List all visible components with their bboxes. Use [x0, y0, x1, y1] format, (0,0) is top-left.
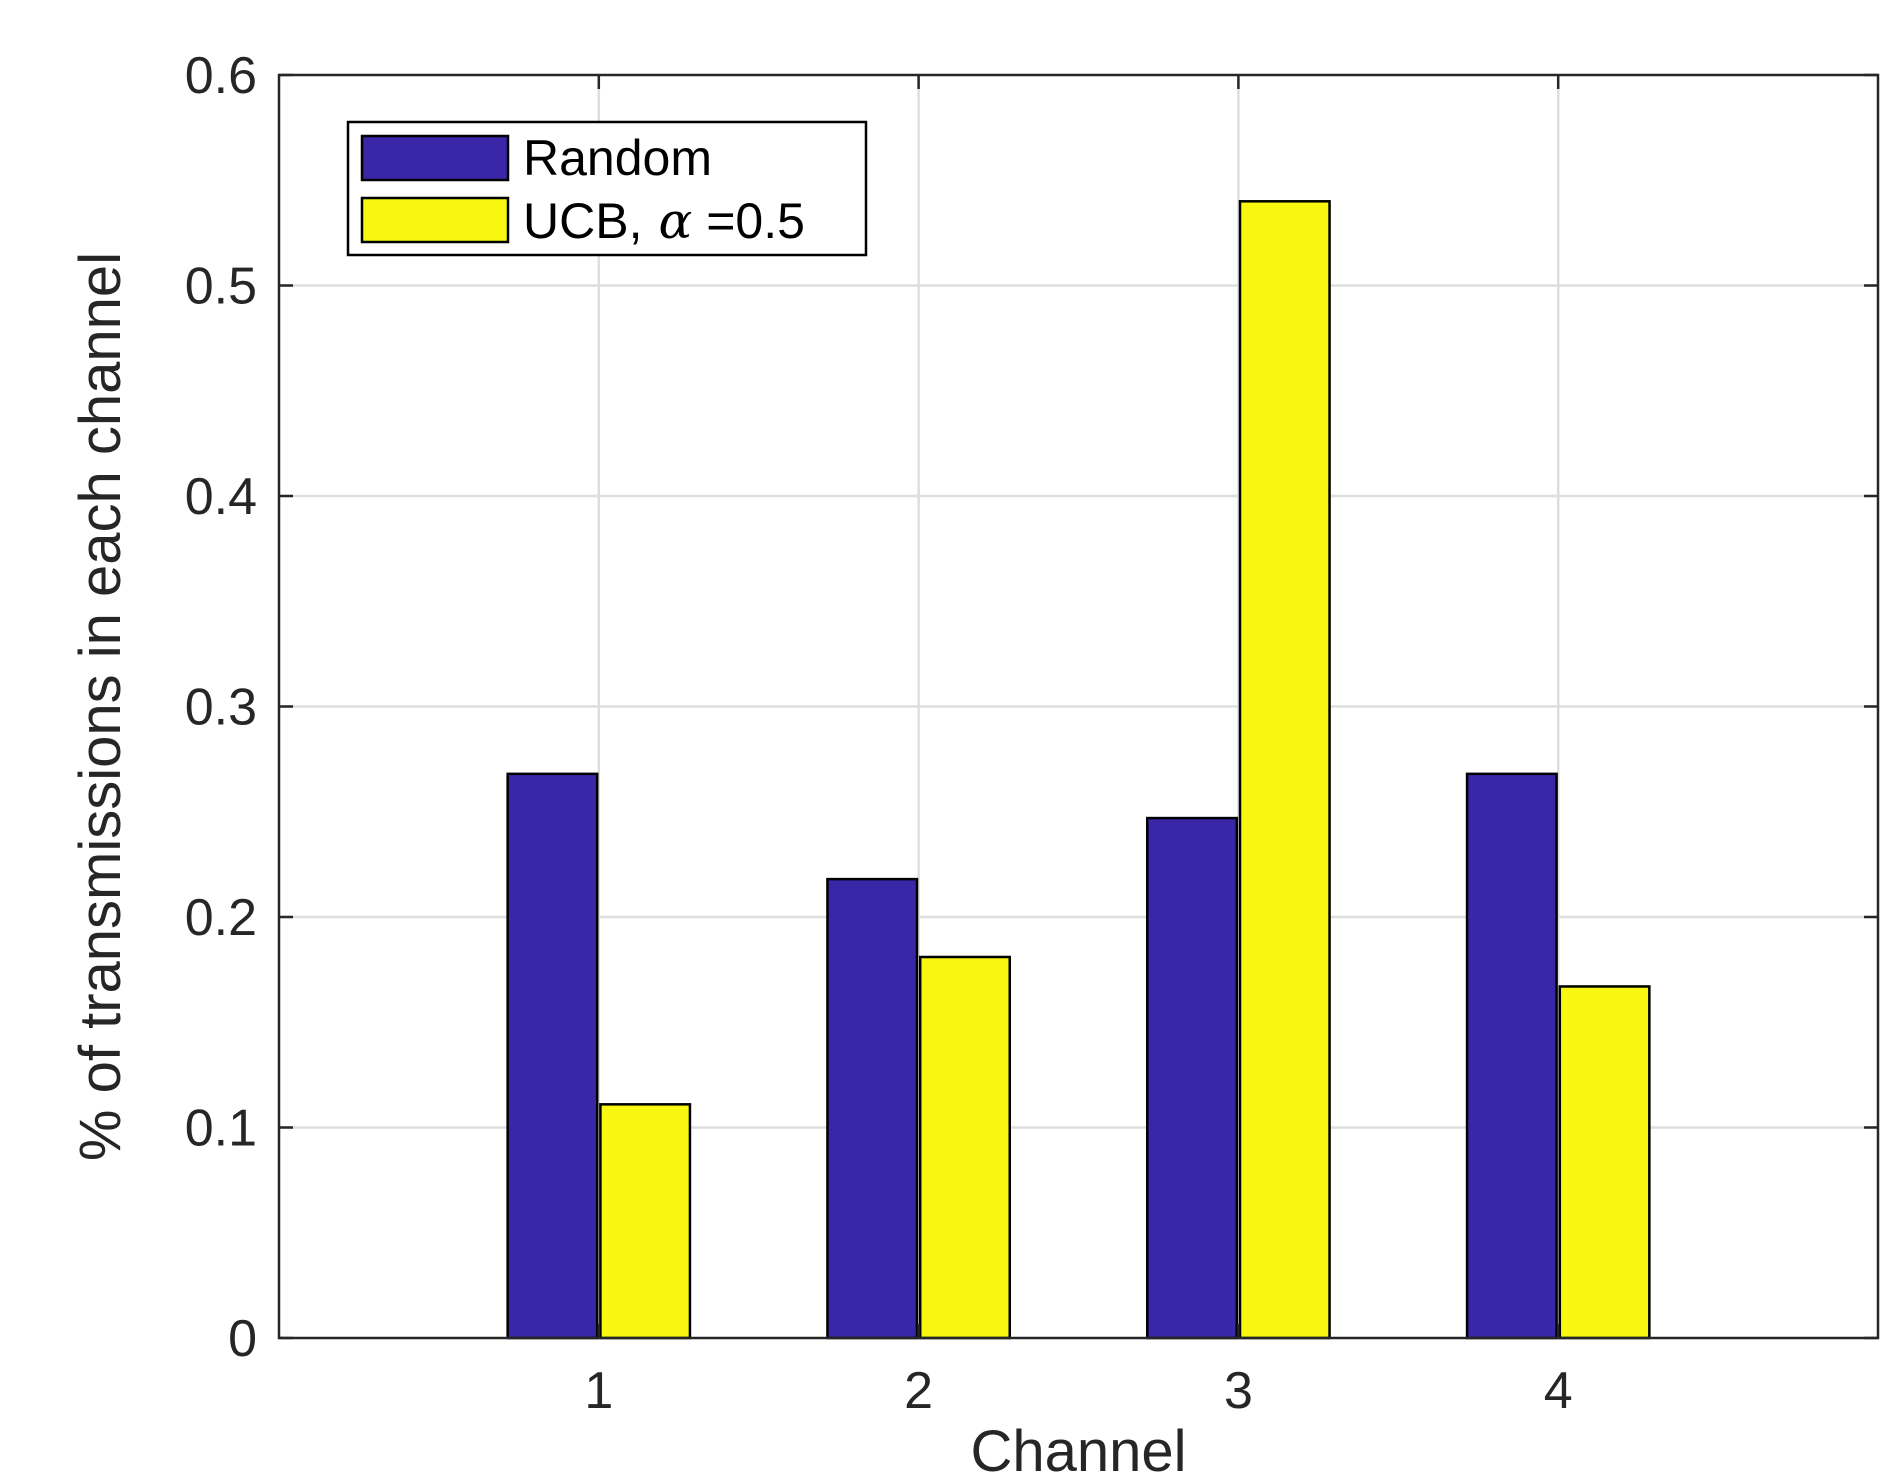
x-axis-title: Channel	[970, 1419, 1186, 1475]
bar-random-channel-2	[826, 877, 919, 1340]
y-tick-label: 0.4	[185, 468, 257, 526]
legend-label-ucb-prefix: UCB,	[523, 193, 642, 249]
legend-swatch-random	[360, 134, 510, 182]
bar-random-channel-1	[506, 772, 599, 1340]
legend[interactable]: Random UCB, α =0.5	[346, 120, 868, 257]
legend-swatch-ucb	[360, 196, 510, 244]
x-tick-label: 3	[1224, 1362, 1253, 1420]
y-tick-label: 0.6	[185, 47, 257, 105]
bar-ucb-channel-1	[599, 1103, 692, 1340]
tick-labels: 1 2 3 4 0 0.1 0.2 0.3 0.4 0.5 0.6	[185, 47, 1573, 1420]
bar-random-channel-4	[1465, 772, 1558, 1340]
legend-label-ucb-alpha: α	[658, 192, 692, 250]
x-tick-label: 1	[584, 1362, 613, 1420]
bars	[506, 200, 1651, 1340]
y-tick-label: 0.1	[185, 1100, 257, 1158]
y-tick-label: 0	[228, 1310, 257, 1368]
legend-label-ucb-suffix: =0.5	[706, 193, 805, 249]
x-tick-label: 2	[904, 1362, 933, 1420]
x-tick-label: 4	[1544, 1362, 1573, 1420]
y-tick-label: 0.3	[185, 679, 257, 737]
legend-label-random: Random	[523, 130, 712, 186]
bar-random-channel-3	[1146, 816, 1239, 1340]
bar-ucb-channel-3	[1238, 200, 1331, 1340]
bar-ucb-channel-4	[1558, 985, 1651, 1340]
grid	[279, 75, 1878, 1338]
bar-ucb-channel-2	[918, 955, 1011, 1340]
legend-label-ucb: UCB, α =0.5	[523, 192, 805, 250]
y-tick-label: 0.5	[185, 258, 257, 316]
ticks	[279, 73, 1878, 1340]
y-tick-label: 0.2	[185, 889, 257, 947]
y-axis-title: % of transmissions in each channel	[68, 252, 133, 1161]
